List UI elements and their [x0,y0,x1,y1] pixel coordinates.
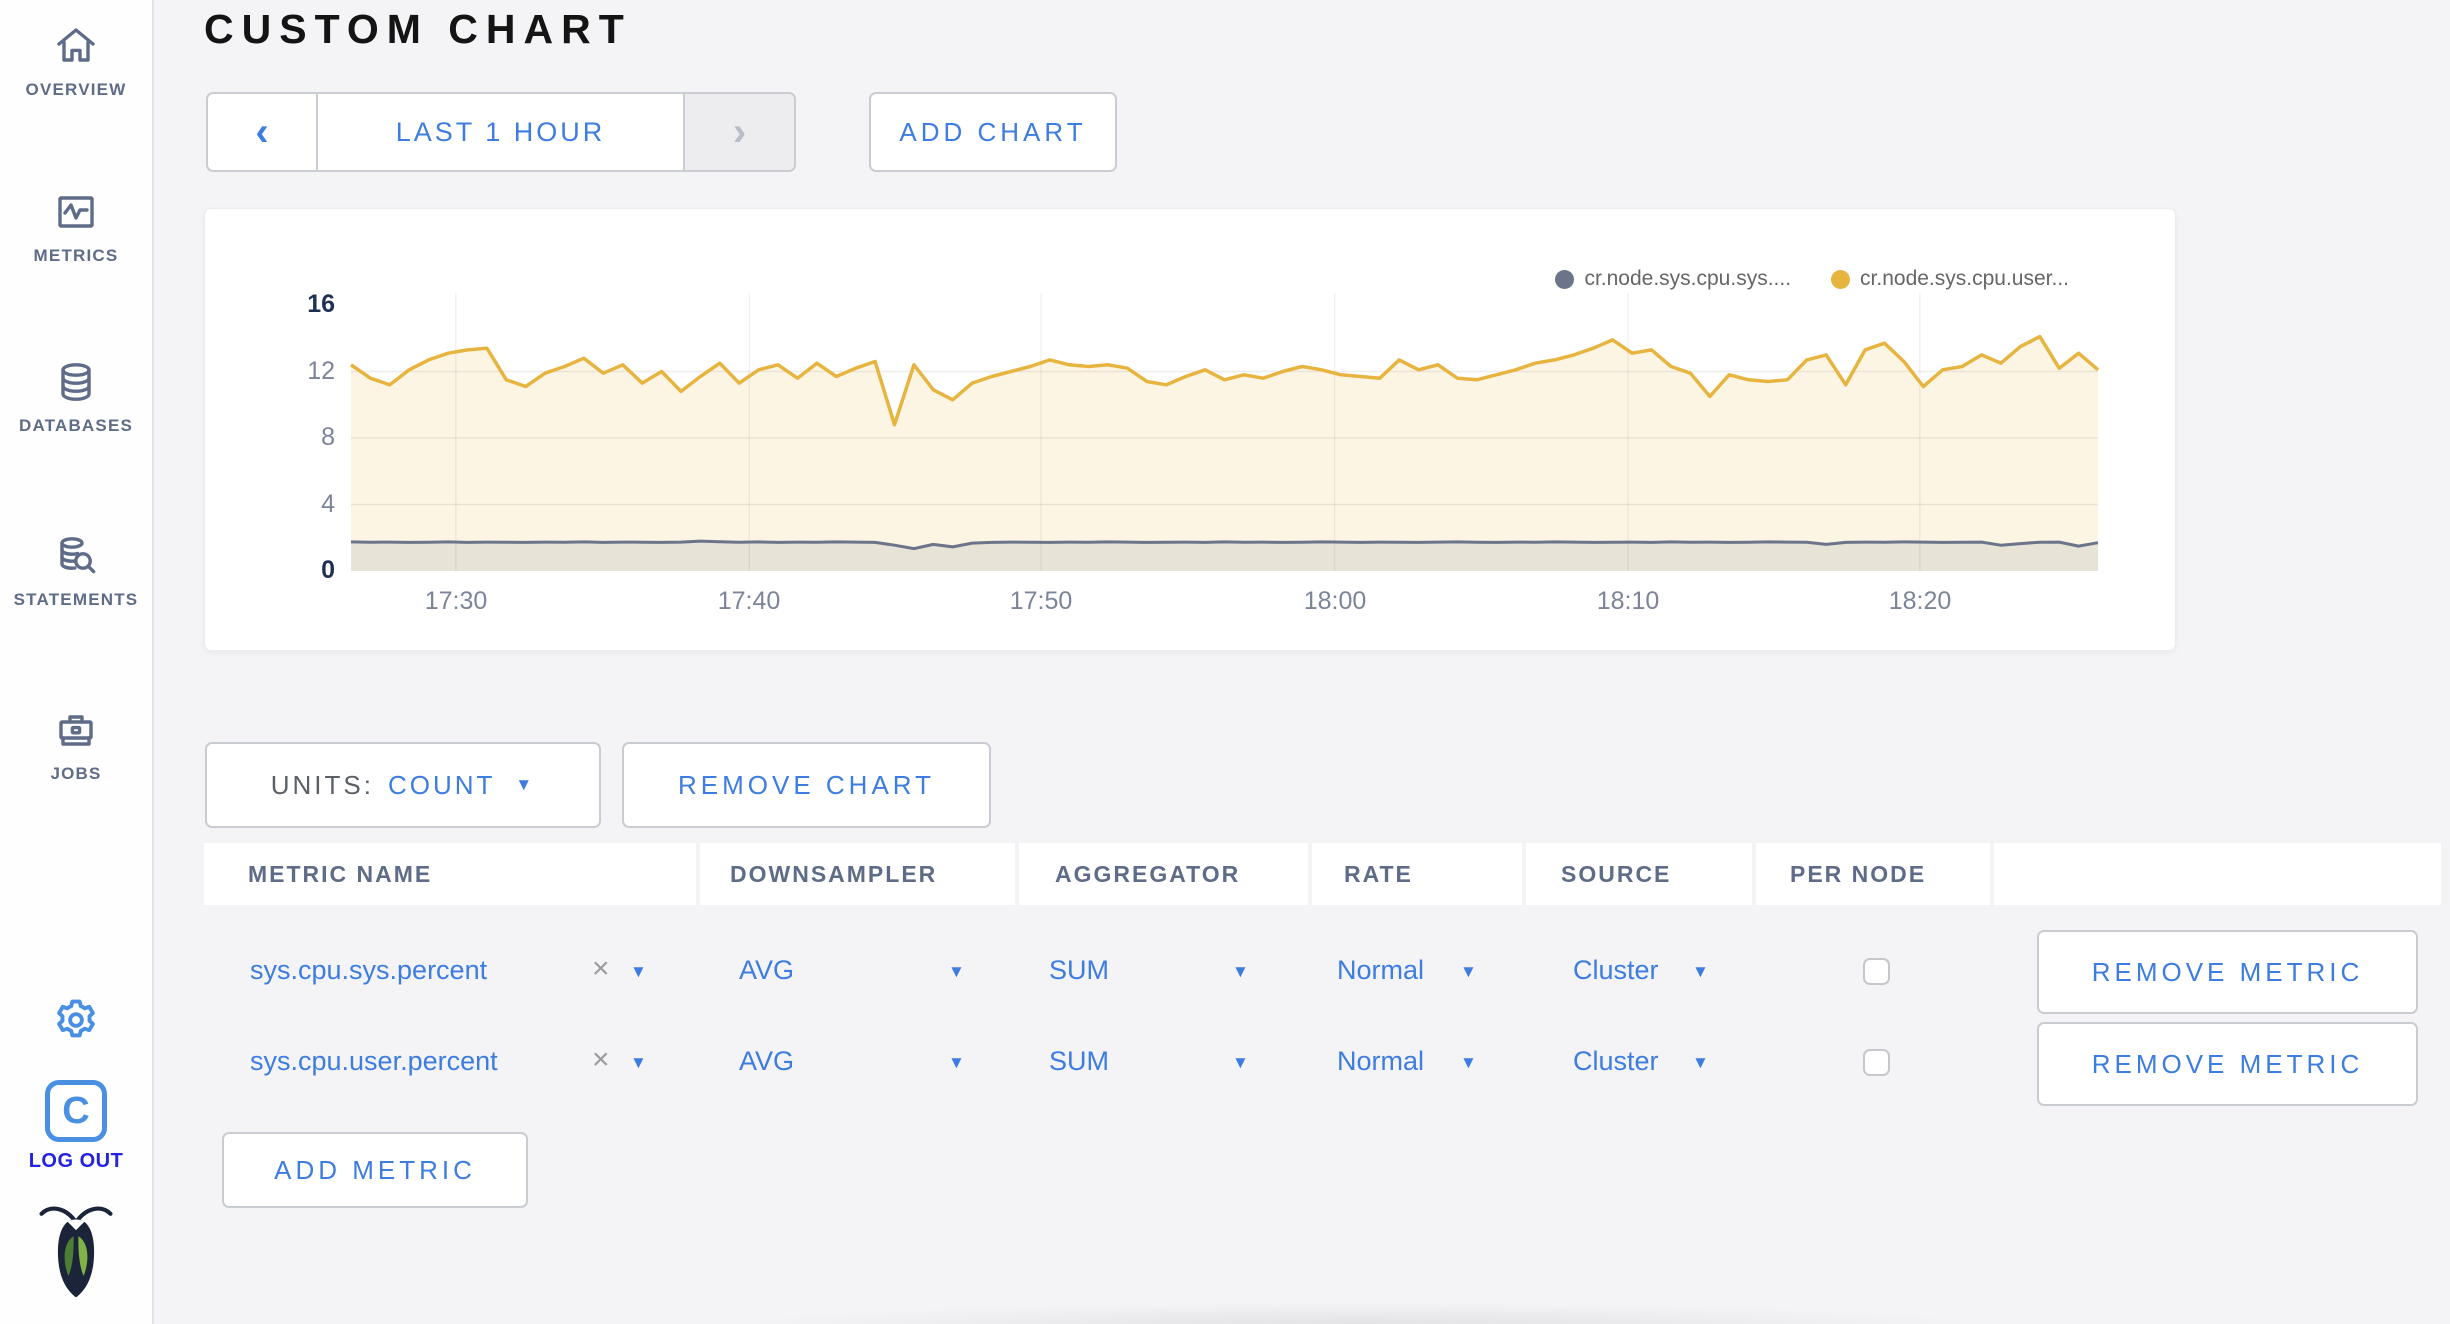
sidebar-item-statements[interactable]: STATEMENTS [0,532,152,610]
remove-metric-button[interactable]: REMOVE METRIC [2037,1022,2418,1106]
y-axis-label: 16 [307,290,335,318]
legend-item: cr.node.sys.cpu.user... [1831,267,2069,291]
home-icon [57,28,95,62]
statements-icon [60,537,96,574]
legend-dot-user [1831,269,1851,289]
x-axis-label: 17:50 [1009,587,1073,615]
briefcase-icon [59,715,93,746]
column-header-per-node: PER NODE [1756,843,1990,905]
time-window-next-button[interactable]: › [683,94,794,170]
x-axis-label: 17:30 [424,587,488,615]
sidebar-item-label: DATABASES [18,416,134,435]
sidebar-item-label: METRICS [33,246,119,265]
caret-down-icon[interactable]: ▼ [948,962,965,981]
y-axis-label: 0 [321,556,335,584]
source-select[interactable]: Cluster [1573,1046,1659,1076]
chevron-left-icon: ‹ [255,110,269,154]
time-window-prev-button[interactable]: ‹ [208,94,318,170]
units-dropdown[interactable]: UNITS: COUNT ▼ [205,742,601,828]
rate-select[interactable]: Normal [1337,955,1425,985]
per-node-checkbox[interactable] [1863,1049,1890,1076]
downsampler-select[interactable]: AVG [739,1046,795,1076]
remove-metric-button[interactable]: REMOVE METRIC [2037,930,2418,1014]
column-header-rate: RATE [1312,843,1522,905]
chart-card: cr.node.sys.cpu.sys.... cr.node.sys.cpu.… [204,208,2176,651]
sidebar-item-label: OVERVIEW [25,80,127,99]
caret-down-icon[interactable]: ▼ [1232,962,1249,981]
aggregator-select[interactable]: SUM [1049,1046,1109,1076]
caret-down-icon[interactable]: ▼ [1460,1053,1477,1072]
page-title: CUSTOM CHART [204,6,632,52]
metric-name-select[interactable]: sys.cpu.user.percent [250,1046,498,1076]
units-value: COUNT [387,769,496,800]
column-header-downsampler: DOWNSAMPLER [700,843,1015,905]
x-axis-label: 17:40 [717,587,781,615]
c-logo-button[interactable]: C [45,1080,107,1142]
page-bottom-shadow [600,1296,2120,1324]
y-axis-label: 12 [307,357,335,385]
source-select[interactable]: Cluster [1573,955,1659,985]
rate-select[interactable]: Normal [1337,1046,1425,1076]
caret-down-icon[interactable]: ▼ [1692,962,1709,981]
units-label: UNITS: [270,769,374,800]
column-header-metric-name: METRIC NAME [204,843,696,905]
downsampler-select[interactable]: AVG [739,955,795,985]
sidebar-item-label: STATEMENTS [13,590,139,609]
chevron-right-icon: › [732,110,747,154]
x-axis-label: 18:10 [1596,587,1660,615]
settings-button[interactable] [0,994,152,1051]
remove-chart-button[interactable]: REMOVE CHART [622,742,991,828]
x-axis-label: 18:20 [1888,587,1952,615]
sidebar-item-metrics[interactable]: METRICS [0,188,152,266]
legend-label: cr.node.sys.cpu.sys.... [1584,267,1792,290]
series-area [351,541,2098,571]
gear-icon [57,999,95,1038]
caret-down-icon[interactable]: ▼ [1692,1053,1709,1072]
column-header-source: SOURCE [1526,843,1752,905]
sidebar-item-jobs[interactable]: JOBS [0,706,152,784]
add-chart-button[interactable]: ADD CHART [869,92,1117,172]
cockroach-logo [0,1200,152,1305]
x-axis-label: 18:00 [1303,587,1367,615]
cockroach-bug-icon [39,1206,113,1298]
add-metric-button[interactable]: ADD METRIC [222,1132,528,1208]
legend-dot-sys [1555,269,1575,289]
c-logo-letter: C [62,1090,90,1132]
time-window-selector: ‹ LAST 1 HOUR › [206,92,796,172]
timeseries-plot [350,293,2100,571]
series-line [350,334,2100,427]
series-area [351,336,2098,571]
sidebar-item-databases[interactable]: DATABASES [0,358,152,436]
chart-legend: cr.node.sys.cpu.sys.... cr.node.sys.cpu.… [1555,267,2069,291]
metrics-icon [58,196,94,228]
caret-down-icon[interactable]: ▼ [630,1053,647,1072]
per-node-checkbox[interactable] [1863,958,1890,985]
caret-down-icon[interactable]: ▼ [1232,1053,1249,1072]
sidebar: OVERVIEW METRICS DATABASES STATEMENTS [0,0,154,1324]
series-line [350,539,2099,551]
sidebar-item-label: JOBS [50,764,102,783]
aggregator-select[interactable]: SUM [1049,955,1109,985]
metric-name-select[interactable]: sys.cpu.sys.percent [250,955,488,985]
clear-icon[interactable]: × [592,952,610,985]
caret-down-icon[interactable]: ▼ [948,1053,965,1072]
caret-down-icon[interactable]: ▼ [630,962,647,981]
sidebar-item-overview[interactable]: OVERVIEW [0,22,152,100]
legend-item: cr.node.sys.cpu.sys.... [1555,267,1791,291]
caret-down-icon[interactable]: ▼ [1460,962,1477,981]
caret-down-icon: ▼ [515,775,536,794]
column-header-actions [1994,843,2441,905]
logout-link[interactable]: LOG OUT [28,1150,124,1172]
database-icon [61,363,91,401]
time-window-dropdown[interactable]: LAST 1 HOUR [395,116,606,147]
clear-icon[interactable]: × [592,1043,610,1076]
column-header-aggregator: AGGREGATOR [1019,843,1308,905]
legend-label: cr.node.sys.cpu.user... [1860,267,2069,290]
y-axis-label: 4 [321,490,335,518]
y-axis-label: 8 [321,423,335,451]
